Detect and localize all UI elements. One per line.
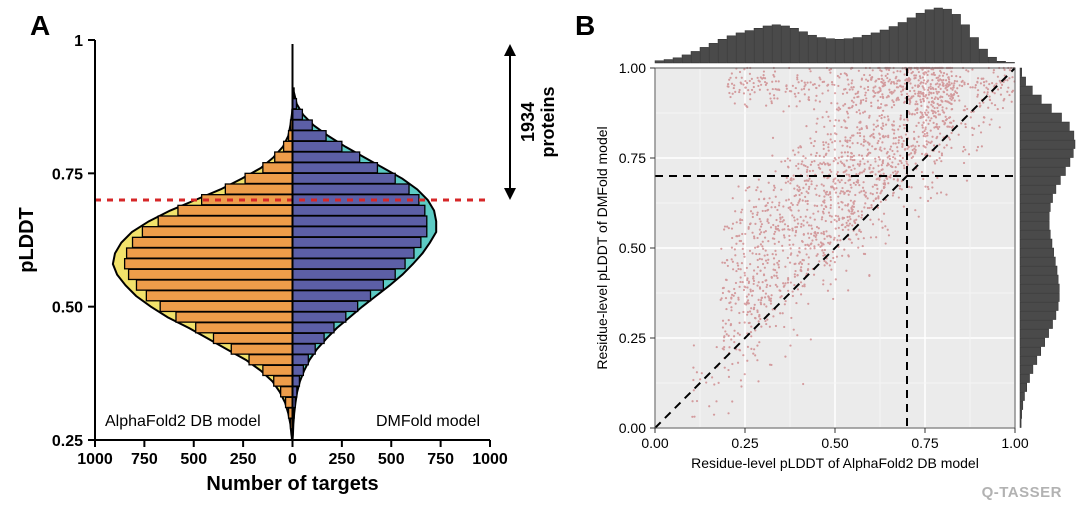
- ytick: 0.50: [52, 300, 83, 317]
- arrow-up-icon: [504, 44, 516, 56]
- xtick-b: 0.75: [911, 435, 938, 451]
- xtick: 750: [131, 451, 158, 468]
- xtick: 250: [230, 451, 257, 468]
- ytick-b: 0.00: [619, 420, 646, 436]
- panel-b-label: B: [575, 10, 595, 41]
- panel-a-label: A: [30, 10, 50, 41]
- panel-b: B 0.00 0.25 0.50 0.75 1.00 0.00 0.25 0.50 0.75 1.0…: [575, 8, 1075, 471]
- x-axis-label: Number of targets: [206, 473, 378, 495]
- xtick-b: 1.00: [1001, 435, 1028, 451]
- ytick: 1: [74, 33, 83, 50]
- xtick: 500: [378, 451, 405, 468]
- ytick-b: 0.75: [619, 150, 646, 166]
- right-series-label: DMFold model: [376, 413, 480, 430]
- y-axis-label: pLDDT: [16, 207, 38, 273]
- ytick-b: 1.00: [619, 60, 646, 76]
- watermark-text: Q-TASSER: [982, 484, 1062, 501]
- xtick: 1000: [77, 451, 113, 468]
- xtick: 250: [329, 451, 356, 468]
- bars-left: [125, 109, 293, 439]
- svg-text:proteins: proteins: [538, 86, 558, 157]
- ytick-b: 0.25: [619, 330, 646, 346]
- xtick: 500: [180, 451, 207, 468]
- y-axis-label-b: Residue-level pLDDT of DMFold model: [594, 126, 610, 369]
- svg-text:1934: 1934: [518, 102, 538, 142]
- marginal-right: [1020, 68, 1075, 428]
- figure: A1000750500250025050075010000.250.500.75…: [0, 0, 1080, 513]
- ytick: 0.75: [52, 166, 83, 183]
- ytick-b: 0.50: [619, 240, 646, 256]
- arrow-down-icon: [504, 188, 516, 200]
- panel-a: A1000750500250025050075010000.250.500.75…: [16, 10, 558, 495]
- xtick-b: 0.50: [821, 435, 848, 451]
- xtick: 750: [427, 451, 454, 468]
- left-series-label: AlphaFold2 DB model: [105, 413, 261, 430]
- xtick: 1000: [472, 451, 508, 468]
- xtick-b: 0.25: [731, 435, 758, 451]
- xtick: 0: [288, 451, 297, 468]
- arrow-annotation: 1934proteins: [518, 86, 558, 157]
- marginal-top: [655, 8, 1015, 63]
- xtick-b: 0.00: [641, 435, 668, 451]
- ytick: 0.25: [52, 433, 83, 450]
- x-axis-label-b: Residue-level pLDDT of AlphaFold2 DB mod…: [691, 455, 979, 471]
